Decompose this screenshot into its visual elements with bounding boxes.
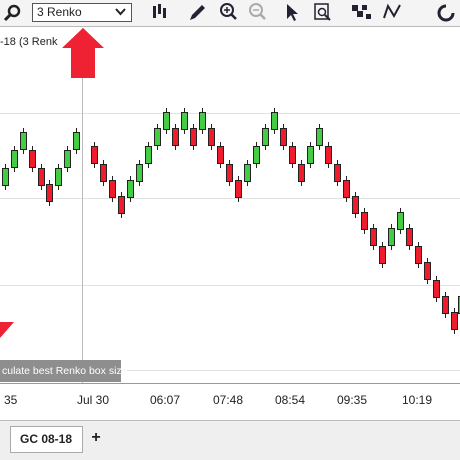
- tooltip-text: culate best Renko box size: [2, 365, 128, 377]
- up-brick: [136, 164, 143, 182]
- down-brick: [451, 312, 458, 330]
- down-brick: [343, 180, 350, 198]
- down-brick: [217, 146, 224, 164]
- bars-icon[interactable]: [153, 4, 166, 18]
- up-brick: [64, 150, 71, 168]
- renko-bricks: [2, 108, 460, 334]
- down-brick: [415, 246, 422, 264]
- x-axis-labels: 35 Jul 30 06:07 07:48 08:54 09:35 10:19: [4, 393, 432, 407]
- pointer-icon[interactable]: [287, 4, 298, 21]
- up-brick: [458, 296, 460, 314]
- up-brick: [163, 112, 170, 130]
- x-tick-label: 07:48: [213, 393, 243, 407]
- down-brick: [208, 128, 215, 146]
- down-brick: [46, 184, 53, 202]
- down-brick: [235, 180, 242, 198]
- up-brick: [244, 164, 251, 182]
- interval-text: 3 Renko: [37, 5, 82, 19]
- down-brick: [100, 164, 107, 182]
- strategy-icon[interactable]: [352, 5, 371, 19]
- down-brick: [289, 146, 296, 164]
- up-brick: [11, 150, 18, 168]
- down-brick: [226, 164, 233, 182]
- down-brick: [433, 280, 440, 298]
- refresh-icon[interactable]: [437, 4, 455, 22]
- down-brick: [190, 128, 197, 146]
- up-brick: [271, 112, 278, 130]
- up-brick: [253, 146, 260, 164]
- x-tick-label: Jul 30: [77, 393, 109, 407]
- down-brick: [38, 168, 45, 186]
- draw-icon[interactable]: [190, 5, 205, 20]
- tooltip-box: [0, 360, 121, 382]
- callout-arrow: [62, 28, 104, 78]
- data-box-icon[interactable]: [314, 3, 331, 21]
- add-tab[interactable]: +: [91, 429, 100, 446]
- up-brick: [199, 112, 206, 130]
- callout-triangle: [0, 322, 14, 338]
- x-tick-label: 06:07: [150, 393, 180, 407]
- x-tick-label: 10:19: [402, 393, 432, 407]
- up-brick: [181, 112, 188, 130]
- up-brick: [397, 212, 404, 230]
- down-brick: [424, 262, 431, 280]
- tab[interactable]: [10, 426, 83, 453]
- down-brick: [109, 180, 116, 198]
- up-brick: [154, 128, 161, 146]
- up-brick: [388, 228, 395, 246]
- down-brick: [334, 164, 341, 182]
- up-brick: [127, 180, 134, 198]
- up-brick: [316, 128, 323, 146]
- up-brick: [145, 146, 152, 164]
- interval-dropdown[interactable]: [32, 3, 132, 22]
- zoom-out-icon[interactable]: [249, 3, 266, 20]
- search-icon[interactable]: [3, 4, 21, 22]
- x-tick-label: 09:35: [337, 393, 367, 407]
- down-brick: [29, 150, 36, 168]
- up-brick: [2, 168, 9, 186]
- down-brick: [379, 246, 386, 264]
- down-brick: [91, 146, 98, 164]
- up-brick: [307, 146, 314, 164]
- up-brick: [73, 132, 80, 150]
- zoom-in-icon[interactable]: [220, 3, 237, 20]
- down-brick: [352, 196, 359, 214]
- indicator-icon[interactable]: [383, 3, 401, 19]
- up-brick: [20, 132, 27, 150]
- down-brick: [172, 128, 179, 146]
- down-brick: [370, 228, 377, 246]
- dropdown-arrow: [115, 8, 126, 16]
- down-brick: [118, 196, 125, 214]
- down-brick: [298, 164, 305, 182]
- down-brick: [406, 228, 413, 246]
- down-brick: [442, 296, 449, 314]
- down-brick: [280, 128, 287, 146]
- tab-label: GC 08-18: [20, 432, 72, 446]
- up-brick: [262, 128, 269, 146]
- up-brick: [55, 168, 62, 186]
- down-brick: [361, 212, 368, 230]
- x-tick-label: 35: [4, 393, 18, 407]
- down-brick: [325, 146, 332, 164]
- x-tick-label: 08:54: [275, 393, 305, 407]
- instrument-label: -18 (3 Renk: [0, 36, 58, 48]
